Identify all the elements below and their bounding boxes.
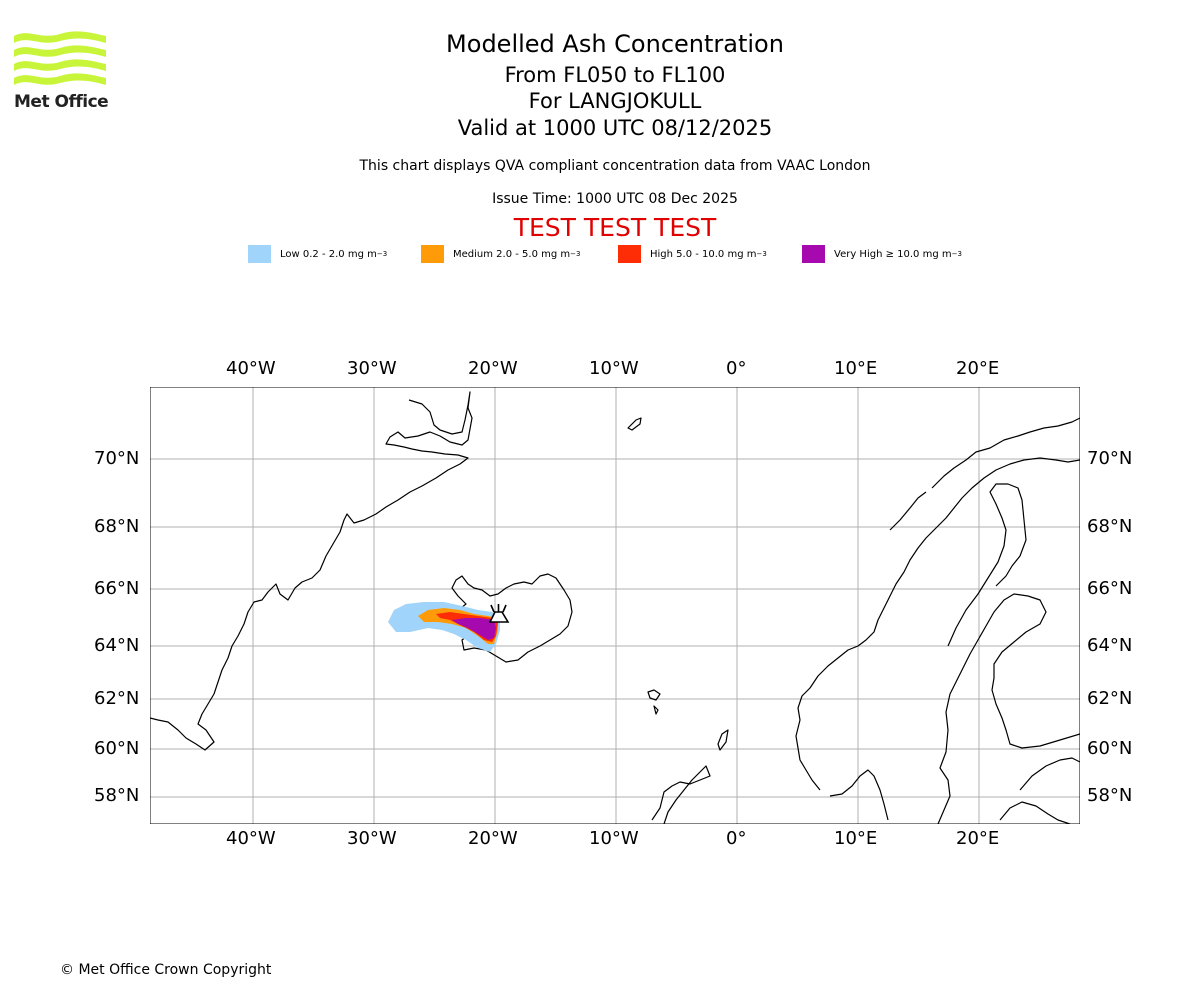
met-office-waves-icon (14, 31, 106, 85)
lat-tick-right-5: 60°N (1087, 738, 1133, 759)
lon-tick-top-6: 20°E (956, 358, 1000, 379)
legend-label-low: Low 0.2 - 2.0 mg m (280, 248, 377, 260)
lat-tick-right-0: 70°N (1087, 448, 1133, 469)
coastline-norway-inland (829, 769, 889, 821)
issue-time: Issue Time: 1000 UTC 08 Dec 2025 (492, 191, 738, 207)
lon-tick-top-0: 40°W (226, 358, 276, 379)
legend-unit-exponent: −3 (756, 250, 767, 258)
met-office-logo: Met Office (14, 30, 109, 112)
coastline-faroe (647, 689, 661, 715)
lat-tick-left-4: 62°N (94, 688, 140, 709)
lon-tick-bottom-0: 40°W (226, 828, 276, 849)
lat-tick-right-4: 62°N (1087, 688, 1133, 709)
volcano-name: For LANGJOKULL (528, 89, 702, 113)
map-panel[interactable] (150, 387, 1080, 824)
lon-tick-bottom-5: 10°E (834, 828, 878, 849)
logo-text: Met Office (14, 92, 109, 112)
flight-levels: From FL050 to FL100 (504, 63, 726, 87)
lon-tick-bottom-4: 0° (726, 828, 747, 849)
volcano-icon (488, 604, 510, 623)
legend-swatch-low (248, 245, 271, 263)
legend-unit-exponent: −3 (951, 250, 962, 258)
lat-tick-left-0: 70°N (94, 448, 140, 469)
legend-item-low: Low 0.2 - 2.0 mg m −3 (248, 244, 387, 264)
legend-unit-exponent: −3 (570, 250, 581, 258)
test-banner: TEST TEST TEST (513, 213, 717, 242)
legend-unit-exponent: −3 (376, 250, 388, 258)
lon-tick-bottom-1: 30°W (347, 828, 397, 849)
lon-tick-top-5: 10°E (834, 358, 878, 379)
coastline-baltic (937, 593, 1080, 824)
lon-tick-bottom-3: 10°W (589, 828, 639, 849)
ash-plume (388, 602, 500, 652)
chart-description: This chart displays QVA compliant concen… (359, 158, 871, 174)
lat-tick-right-1: 68°N (1087, 516, 1133, 537)
map-background (150, 387, 1080, 824)
legend-item-medium: Medium 2.0 - 5.0 mg m −3 (421, 244, 580, 264)
coastline-shetland (717, 729, 729, 751)
lon-tick-top-3: 10°W (589, 358, 639, 379)
legend-item-very-high: Very High ≥ 10.0 mg m −3 (802, 244, 962, 264)
coastline-south-sweden (999, 757, 1080, 824)
lon-tick-bottom-2: 20°W (468, 828, 518, 849)
coastline-lofoten (889, 417, 1080, 531)
copyright: © Met Office Crown Copyright (60, 962, 272, 978)
legend-item-high: High 5.0 - 10.0 mg m −3 (618, 244, 767, 264)
lon-tick-top-4: 0° (726, 358, 747, 379)
lat-tick-left-6: 58°N (94, 785, 140, 806)
legend-label-medium: Medium 2.0 - 5.0 mg m (453, 248, 571, 260)
legend-swatch-very-high (802, 245, 825, 263)
coastlines (150, 391, 1080, 824)
lat-tick-right-6: 58°N (1087, 785, 1133, 806)
lat-tick-left-2: 66°N (94, 578, 140, 599)
lat-tick-left-1: 68°N (94, 516, 140, 537)
lat-tick-left-3: 64°N (94, 635, 140, 656)
coastline-gulf-bothnia (947, 483, 1027, 647)
coastline-jan-mayen (627, 417, 642, 431)
coastline-scotland (651, 765, 711, 824)
valid-time: Valid at 1000 UTC 08/12/2025 (457, 116, 773, 140)
coastline-greenland (150, 391, 473, 751)
lat-tick-right-2: 66°N (1087, 578, 1133, 599)
lat-tick-left-5: 60°N (94, 738, 140, 759)
lon-tick-top-2: 20°W (468, 358, 518, 379)
legend-label-very-high: Very High ≥ 10.0 mg m (834, 248, 952, 260)
lon-tick-bottom-6: 20°E (956, 828, 1000, 849)
legend-swatch-medium (421, 245, 444, 263)
legend-label-high: High 5.0 - 10.0 mg m (650, 248, 757, 260)
chart-title: Modelled Ash Concentration (446, 30, 784, 58)
coastline-norway (795, 457, 1080, 791)
graticule (150, 387, 1080, 824)
ash-zone-very-high (452, 618, 496, 640)
lon-tick-top-1: 30°W (347, 358, 397, 379)
legend-swatch-high (618, 245, 641, 263)
lat-tick-right-3: 64°N (1087, 635, 1133, 656)
